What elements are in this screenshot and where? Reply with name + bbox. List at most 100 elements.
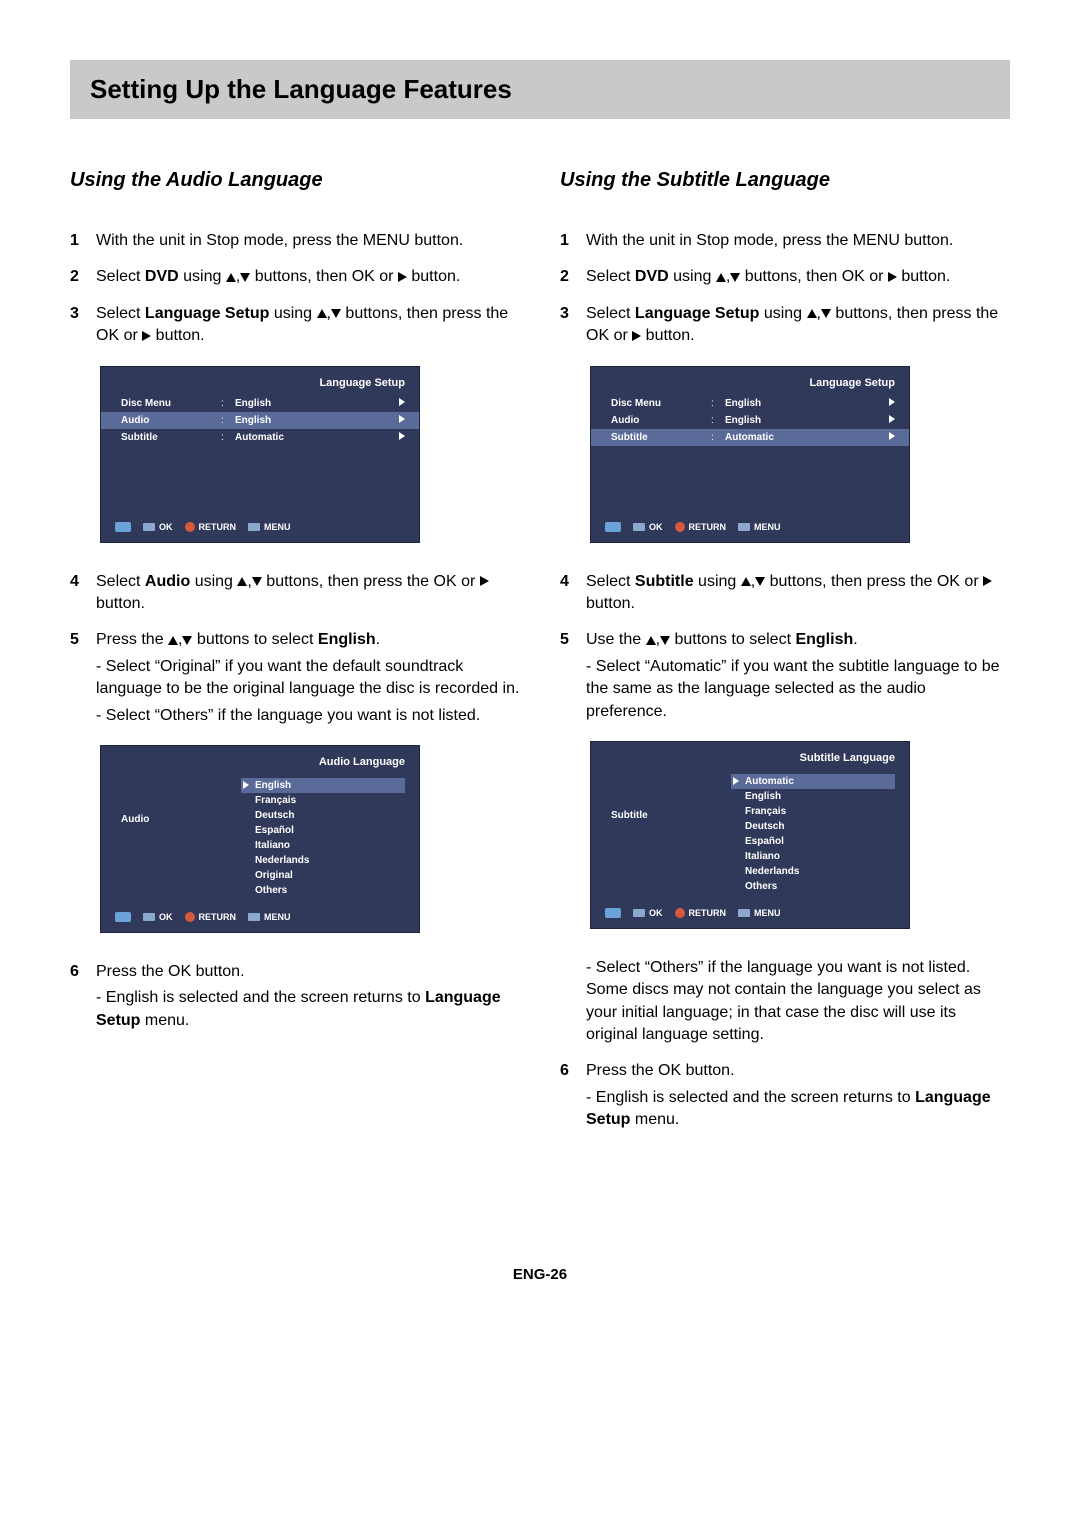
step-1: 1 With the unit in Stop mode, press the … [560,230,1010,252]
up-arrow-icon [646,636,656,645]
step-text: Press the OK button. - English is select… [586,1060,1010,1131]
osd-row-selected: Subtitle:Automatic [591,429,909,446]
step-number: 3 [70,303,96,348]
marker-icon [733,777,739,785]
step-text: Select Audio using , buttons, then press… [96,571,520,616]
osd-footer: OK RETURN MENU [591,516,909,542]
right-steps-cont: 4 Select Subtitle using , buttons, then … [560,571,1010,723]
osd-option: Español [731,834,895,849]
ok-hint: OK [633,522,663,532]
step-number: 3 [560,303,586,348]
osd-subtitle-language: Subtitle Language Subtitle Automatic Eng… [590,741,910,929]
marker-icon [243,781,249,789]
osd-footer: OK RETURN MENU [591,902,909,928]
down-arrow-icon [730,273,740,282]
step-3: 3 Select Language Setup using , buttons,… [70,303,520,348]
step-text: Select Language Setup using , buttons, t… [96,303,520,348]
osd-option: Español [241,823,405,838]
osd-option: Français [241,793,405,808]
step-5-sub2: - Select “Others” if the language you wa… [560,957,1010,1047]
step-text: Press the OK button. - English is select… [96,961,520,1032]
nav-icon [115,912,131,922]
step-1: 1 With the unit in Stop mode, press the … [70,230,520,252]
left-steps: 1 With the unit in Stop mode, press the … [70,230,520,348]
step-3: 3 Select Language Setup using , buttons,… [560,303,1010,348]
step-6: 6 Press the OK button. - English is sele… [70,961,520,1032]
step-number: 1 [70,230,96,252]
step-number: 4 [560,571,586,616]
step-6: 6 Press the OK button. - English is sele… [560,1060,1010,1131]
step-text: Select Language Setup using , buttons, t… [586,303,1010,348]
right-steps: 1 With the unit in Stop mode, press the … [560,230,1010,348]
return-hint: RETURN [675,522,727,532]
up-arrow-icon [741,577,751,586]
up-arrow-icon [317,309,327,318]
osd-footer: OK RETURN MENU [101,516,419,542]
chevron-right-icon [889,398,895,406]
osd-audio-language: Audio Language Audio English Français De… [100,745,420,933]
menu-hint: MENU [248,522,291,532]
osd-option: Nederlands [731,864,895,879]
osd-option-list: English Français Deutsch Español Italian… [241,778,405,898]
osd-option: Français [731,804,895,819]
up-arrow-icon [226,273,236,282]
osd-row: Disc Menu:English [101,395,419,412]
right-arrow-icon [983,576,992,586]
chevron-right-icon [399,432,405,440]
step-text: With the unit in Stop mode, press the ME… [96,230,520,252]
step-number: 2 [560,266,586,288]
step-number: 5 [560,629,586,723]
up-arrow-icon [807,309,817,318]
return-hint: RETURN [185,522,237,532]
step-number: 6 [560,1060,586,1131]
step-text: With the unit in Stop mode, press the ME… [586,230,1010,252]
left-heading: Using the Audio Language [70,169,520,192]
step-subtext: - Select “Others” if the language you wa… [96,705,520,727]
osd-title: Language Setup [101,367,419,395]
osd-row: Subtitle:Automatic [101,429,419,446]
nav-icon [605,908,621,918]
osd-left-label: Audio [121,778,241,898]
up-arrow-icon [716,273,726,282]
two-column-layout: Using the Audio Language 1 With the unit… [70,169,1010,1146]
osd-option-selected: Automatic [731,774,895,789]
down-arrow-icon [240,273,250,282]
step-number: 6 [70,961,96,1032]
down-arrow-icon [755,577,765,586]
page-title-bar: Setting Up the Language Features [70,60,1010,119]
osd-option: Others [731,879,895,894]
step-number: 4 [70,571,96,616]
step-4: 4 Select Subtitle using , buttons, then … [560,571,1010,616]
osd-title: Subtitle Language [591,742,909,770]
page-number: ENG-26 [70,1266,1010,1283]
down-arrow-icon [252,577,262,586]
step-text: Use the , buttons to select English. - S… [586,629,1010,723]
return-hint: RETURN [675,908,727,918]
left-steps-cont: 4 Select Audio using , buttons, then pre… [70,571,520,727]
osd-option: Italiano [731,849,895,864]
osd-option-list: Automatic English Français Deutsch Españ… [731,774,895,894]
osd-left-label: Subtitle [611,774,731,894]
osd-option-selected: English [241,778,405,793]
up-arrow-icon [237,577,247,586]
down-arrow-icon [660,636,670,645]
menu-hint: MENU [248,912,291,922]
right-arrow-icon [142,331,151,341]
down-arrow-icon [331,309,341,318]
down-arrow-icon [182,636,192,645]
osd-option: Deutsch [731,819,895,834]
ok-hint: OK [143,522,173,532]
chevron-right-icon [889,432,895,440]
step-subtext: - Select “Automatic” if you want the sub… [586,656,1010,723]
down-arrow-icon [821,309,831,318]
osd-row: Audio:English [591,412,909,429]
step-text: Press the , buttons to select English. -… [96,629,520,727]
osd-language-setup: Language Setup Disc Menu:English Audio:E… [590,366,910,543]
step-5: 5 Press the , buttons to select English.… [70,629,520,727]
return-hint: RETURN [185,912,237,922]
step-text: Select DVD using , buttons, then OK or b… [96,266,520,288]
right-arrow-icon [888,272,897,282]
ok-hint: OK [143,912,173,922]
osd-option: Others [241,883,405,898]
step-text: Select Subtitle using , buttons, then pr… [586,571,1010,616]
